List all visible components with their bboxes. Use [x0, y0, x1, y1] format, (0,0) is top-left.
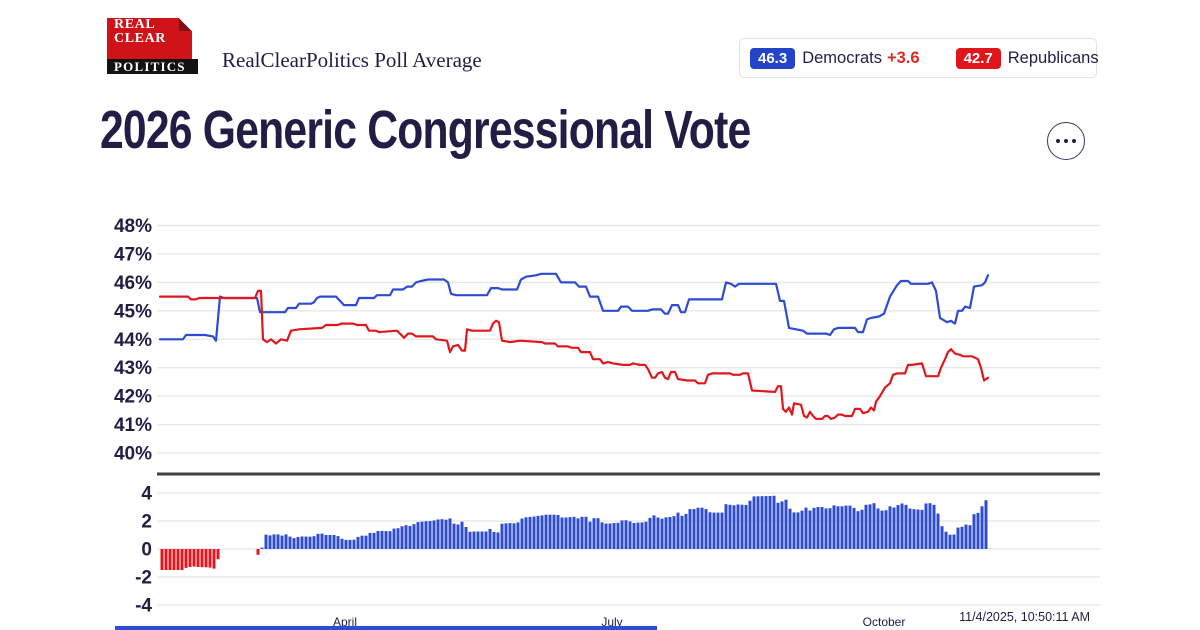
- svg-text:-4: -4: [135, 596, 152, 617]
- svg-text:4: 4: [141, 484, 152, 505]
- republicans-value-badge: 42.7: [955, 47, 1001, 69]
- svg-text:45%: 45%: [114, 301, 152, 322]
- logo-text-politics: POLITICS: [107, 59, 198, 74]
- chart-timestamp: 11/4/2025, 10:50:11 AM: [959, 610, 1090, 624]
- svg-text:2: 2: [141, 512, 152, 533]
- democrats-value-badge: 46.3: [750, 47, 796, 69]
- ellipsis-icon: [1055, 138, 1061, 144]
- svg-text:April: April: [333, 615, 357, 629]
- republicans-label: Republicans: [1007, 48, 1099, 67]
- poll-average-subtitle: RealClearPolitics Poll Average: [222, 48, 482, 72]
- svg-text:0: 0: [141, 540, 152, 561]
- folded-corner-icon: [179, 18, 192, 31]
- democrats-label: Democrats: [802, 48, 882, 67]
- svg-text:47%: 47%: [114, 244, 152, 265]
- more-options-button[interactable]: [1047, 122, 1085, 160]
- svg-text:-2: -2: [135, 568, 152, 589]
- svg-text:41%: 41%: [114, 415, 152, 436]
- svg-text:43%: 43%: [114, 358, 152, 379]
- page-title: 2026 Generic Congressional Vote: [100, 100, 751, 160]
- partial-bottom-element: [115, 626, 657, 630]
- svg-text:40%: 40%: [114, 444, 152, 465]
- svg-text:44%: 44%: [114, 330, 152, 351]
- svg-text:48%: 48%: [114, 216, 152, 237]
- svg-text:October: October: [863, 615, 906, 629]
- svg-text:July: July: [601, 615, 622, 629]
- svg-text:46%: 46%: [114, 273, 152, 294]
- logo-text-real: REAL: [114, 17, 156, 32]
- svg-text:42%: 42%: [114, 387, 152, 408]
- rcp-logo-red-square: REAL CLEAR: [107, 18, 192, 59]
- legend-box: 46.3 Democrats +3.6 42.7 Republicans: [739, 38, 1099, 78]
- logo-text-clear: CLEAR: [114, 31, 167, 46]
- democrats-spread: +3.6: [886, 48, 920, 67]
- rcp-logo: REAL CLEAR POLITICS: [107, 18, 199, 74]
